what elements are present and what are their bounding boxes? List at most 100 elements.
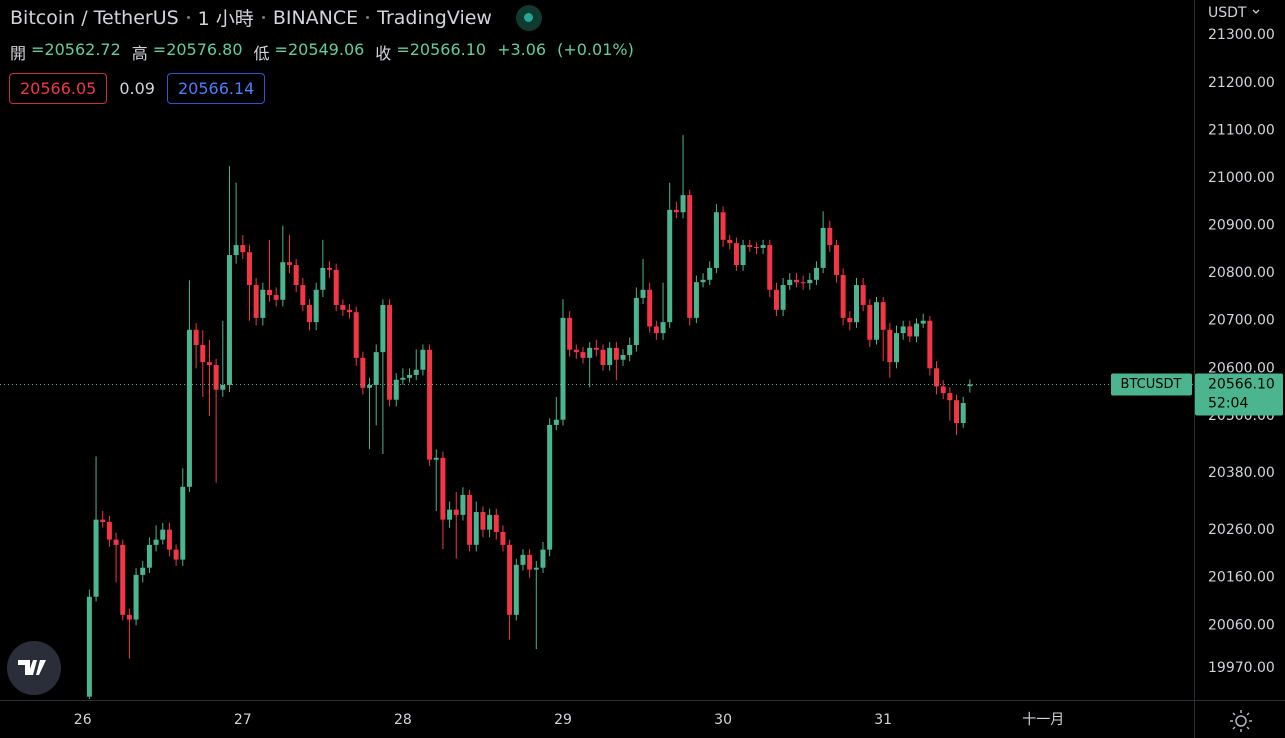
candle-body [360, 357, 366, 388]
candle-body [113, 539, 119, 545]
candle-body [887, 329, 893, 363]
candle-body [627, 345, 633, 355]
candle-body [527, 554, 533, 570]
change-pct: (+0.01%) [557, 40, 634, 59]
candle-body [407, 374, 413, 378]
candle-body [600, 349, 606, 365]
status-dot [524, 13, 534, 22]
quote: 20566.05 0.09 20566.14 [9, 73, 266, 104]
candle-body [173, 549, 179, 560]
sun-core [1235, 715, 1247, 727]
candle-body [126, 614, 132, 620]
candle-body [387, 305, 393, 400]
axes: 19970.00 20060.00 20160.00 20260.00 20380.00… [74, 27, 1283, 728]
candle-body [166, 529, 172, 550]
y-tick-label: 21300.00 [1208, 27, 1275, 43]
candle-body [300, 285, 306, 306]
ohlc-value: =20562.72 [31, 40, 121, 59]
candle-body [847, 317, 853, 323]
x-tick-label: 十一月 [1022, 712, 1064, 728]
candle-body [613, 347, 619, 360]
separator [261, 16, 265, 19]
candle-body [253, 285, 259, 318]
candle-body [947, 393, 953, 401]
candle-body [433, 457, 439, 460]
candle-body [593, 347, 599, 350]
change: +3.06 [497, 40, 547, 59]
currency-label[interactable]: USDT [1208, 5, 1247, 21]
candle-body [740, 245, 746, 266]
candle-body [727, 239, 733, 244]
candle-body [293, 265, 299, 286]
candle-body [620, 354, 626, 360]
ohlc-value: =20549.06 [274, 40, 365, 59]
symbol[interactable]: Bitcoin / TetherUS [10, 6, 179, 29]
candle-body [93, 519, 99, 597]
y-tick-label: 20900.00 [1208, 218, 1275, 234]
last-price-text: 20566.10 [1208, 376, 1275, 392]
candle-body [347, 309, 353, 313]
candle-body [146, 544, 152, 568]
y-tick-label: 21100.00 [1208, 122, 1275, 138]
candle-body [273, 295, 279, 300]
x-tick-label: 26 [74, 712, 92, 728]
candle-body [900, 326, 906, 334]
ohlc-label: 高 [131, 44, 148, 63]
candle-body [413, 369, 419, 375]
candle-body [353, 312, 359, 358]
candle-body [246, 252, 252, 286]
candle-body [934, 368, 940, 387]
candle-body [487, 514, 493, 530]
candle-body [500, 532, 506, 545]
candle-body [467, 494, 473, 545]
candle-body [440, 457, 446, 520]
tv-logo[interactable] [7, 641, 61, 695]
candle-body [967, 384, 973, 387]
candle-body [280, 262, 286, 300]
candle-body [120, 544, 126, 615]
candle-body [186, 329, 192, 487]
symbol-tag-text: BTCUSDT [1121, 377, 1182, 392]
candle-body [587, 347, 593, 358]
candle-body [493, 514, 499, 533]
y-tick-label: 20160.00 [1208, 570, 1275, 586]
candle-body [733, 243, 739, 266]
candle-body [220, 384, 226, 390]
candle-body [373, 352, 379, 385]
bid-button[interactable]: 20566.05 [9, 73, 108, 104]
y-tick-label: 21200.00 [1208, 75, 1275, 91]
candle-body [260, 289, 266, 318]
candle-body [333, 269, 339, 306]
candle-body [533, 567, 539, 570]
ask-button[interactable]: 20566.14 [166, 73, 266, 104]
market-status[interactable] [515, 4, 542, 31]
candle-body [480, 512, 486, 530]
candle-body [713, 212, 719, 268]
candle-body [286, 262, 292, 266]
candle-body [653, 326, 659, 334]
candle-body [520, 554, 526, 565]
candle-body [867, 305, 873, 340]
candle-body [793, 279, 799, 283]
ohlc-label: 收 [375, 44, 392, 63]
candle-body [607, 347, 613, 365]
candle-body [106, 522, 112, 540]
candle-body [640, 289, 646, 298]
candle-body [133, 574, 139, 620]
y-tick-label: 19970.00 [1208, 660, 1275, 676]
interval[interactable]: 1 小時 [197, 8, 254, 30]
ohlc-legend: 開 =20562.72 高 =20576.80 低 =20549.06 收 =20566.10… [10, 40, 640, 64]
candle-body [460, 494, 466, 515]
ohlc-label: 低 [253, 44, 270, 63]
logo-glyph [18, 660, 46, 675]
candle-body [427, 349, 433, 460]
separator [366, 16, 370, 19]
candle-body [760, 245, 766, 248]
candle-body [233, 245, 239, 256]
symbol-tag [1111, 373, 1192, 396]
candle-body [100, 519, 106, 523]
candle-body [680, 195, 686, 213]
settings-icon[interactable] [1230, 710, 1252, 732]
candle-body [547, 424, 553, 550]
